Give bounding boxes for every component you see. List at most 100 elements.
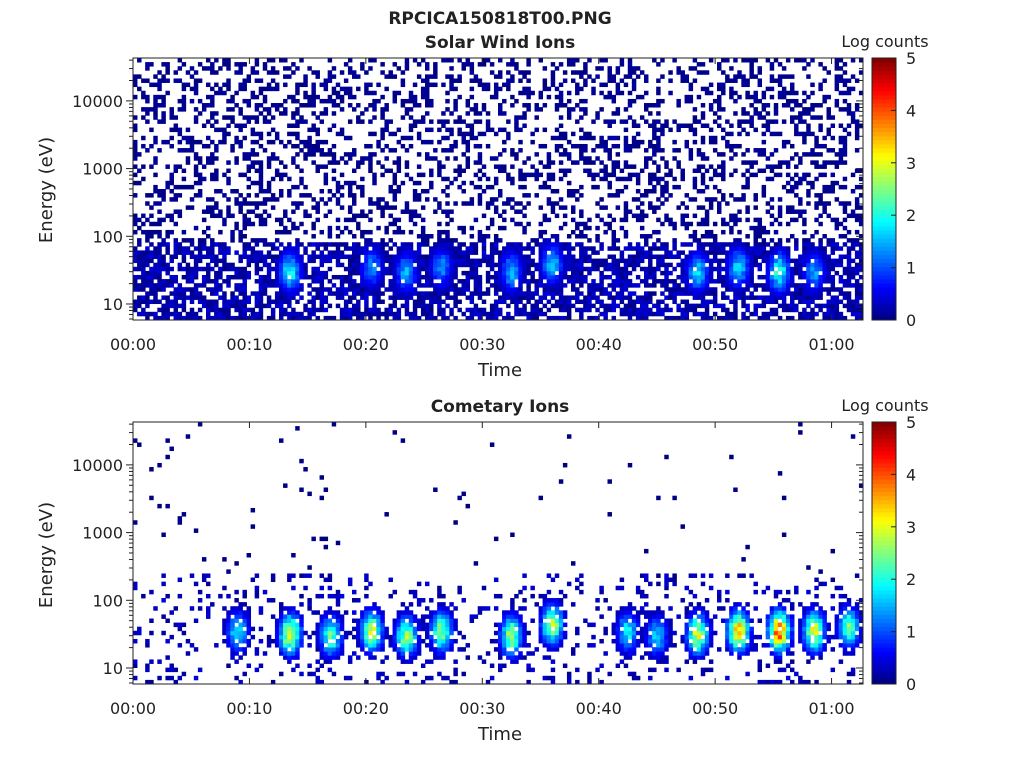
heatmap-cell (631, 70, 637, 75)
heatmap-cell (477, 78, 483, 83)
heatmap-cell (648, 299, 653, 305)
heatmap-cell (700, 139, 706, 145)
heatmap-cell (510, 205, 515, 210)
heatmap-cell (830, 287, 836, 292)
heatmap-cell (522, 266, 527, 272)
heatmap-cell (830, 123, 836, 128)
heatmap-cell (644, 156, 649, 161)
heatmap-cell (721, 164, 726, 169)
heatmap-cell (493, 86, 499, 92)
heatmap-cell (295, 184, 300, 190)
heatmap-cell (571, 189, 576, 194)
heatmap-cell (388, 205, 393, 210)
heatmap-cell (595, 262, 600, 268)
heatmap-cell (339, 156, 345, 161)
heatmap-cell (777, 205, 783, 210)
heatmap-cell (830, 299, 836, 305)
heatmap-cell (554, 262, 560, 268)
heatmap-cell (607, 180, 612, 186)
heatmap-cell (652, 127, 657, 133)
heatmap-cell (745, 242, 750, 247)
heatmap-cell (781, 143, 787, 149)
heatmap-cell (741, 193, 746, 198)
heatmap-cell (664, 266, 669, 272)
heatmap-cell (846, 291, 852, 296)
heatmap-cell (226, 311, 231, 317)
heatmap-cell (660, 74, 665, 79)
heatmap-cell (189, 299, 195, 305)
heatmap-cell (157, 229, 162, 235)
heatmap-cell (453, 86, 458, 92)
heatmap-cell (631, 258, 637, 264)
heatmap-cell (287, 279, 292, 284)
heatmap-cell (798, 283, 803, 288)
heatmap-cell (449, 254, 454, 259)
heatmap-cell (635, 213, 641, 219)
heatmap-cell (721, 168, 726, 174)
heatmap-cell (558, 176, 564, 182)
heatmap-cell (360, 279, 365, 284)
heatmap-cell (412, 315, 418, 321)
heatmap-cell (664, 270, 669, 276)
heatmap-cell (453, 274, 458, 280)
heatmap-cell (599, 135, 604, 141)
heatmap-cell (737, 266, 742, 272)
heatmap-cell (429, 254, 434, 259)
heatmap-cell (615, 279, 621, 284)
heatmap-cell (242, 197, 247, 202)
heatmap-cell (615, 152, 621, 157)
heatmap-cell (449, 58, 454, 63)
heatmap-cell (441, 262, 446, 268)
heatmap-cell (583, 168, 588, 174)
heatmap-cell (708, 197, 714, 202)
heatmap-cell (368, 242, 373, 247)
heatmap-cell (826, 274, 831, 280)
heatmap-cell (230, 238, 235, 243)
heatmap-cell (173, 315, 179, 321)
heatmap-cell (384, 307, 389, 313)
heatmap-cell (790, 86, 795, 92)
heatmap-cell (238, 111, 243, 116)
heatmap-cell (566, 262, 572, 268)
heatmap-cell (230, 148, 235, 153)
heatmap-cell (473, 103, 479, 108)
heatmap-cell (688, 234, 694, 239)
heatmap-cell (502, 295, 507, 300)
heatmap-cell (757, 274, 763, 280)
figure-title: RPCICA150818T00.PNG (388, 9, 611, 29)
heatmap-cell (445, 258, 450, 264)
heatmap-cell (745, 176, 750, 182)
heatmap-cell (372, 242, 377, 247)
heatmap-cell (214, 58, 219, 63)
heatmap-cell (498, 270, 503, 276)
heatmap-cell (303, 94, 308, 100)
heatmap-cell (412, 58, 418, 63)
heatmap-cell (684, 262, 690, 268)
heatmap-cell (250, 307, 256, 313)
heatmap-cell (473, 135, 479, 141)
heatmap-cell (761, 168, 767, 174)
heatmap-cell (238, 127, 243, 133)
heatmap-cell (266, 184, 272, 190)
heatmap-cell (777, 62, 783, 67)
heatmap-cell (777, 238, 783, 243)
heatmap-cell (145, 315, 150, 321)
solar-wind-heatmap (133, 58, 864, 321)
heatmap-cell (169, 279, 174, 284)
heatmap-cell (400, 295, 406, 300)
heatmap-cell (725, 315, 730, 321)
heatmap-cell (177, 311, 183, 317)
heatmap-cell (384, 266, 389, 272)
heatmap-cell (769, 176, 775, 182)
heatmap-cell (226, 279, 231, 284)
heatmap-cell (802, 111, 807, 116)
heatmap-cell (400, 270, 406, 276)
heatmap-cell (185, 139, 191, 145)
heatmap-cell (396, 274, 402, 280)
heatmap-cell (392, 283, 398, 288)
heatmap-cell (279, 299, 284, 305)
heatmap-cell (838, 123, 844, 128)
heatmap-cell (680, 307, 685, 313)
heatmap-cell (311, 127, 316, 133)
heatmap-cell (352, 242, 357, 247)
